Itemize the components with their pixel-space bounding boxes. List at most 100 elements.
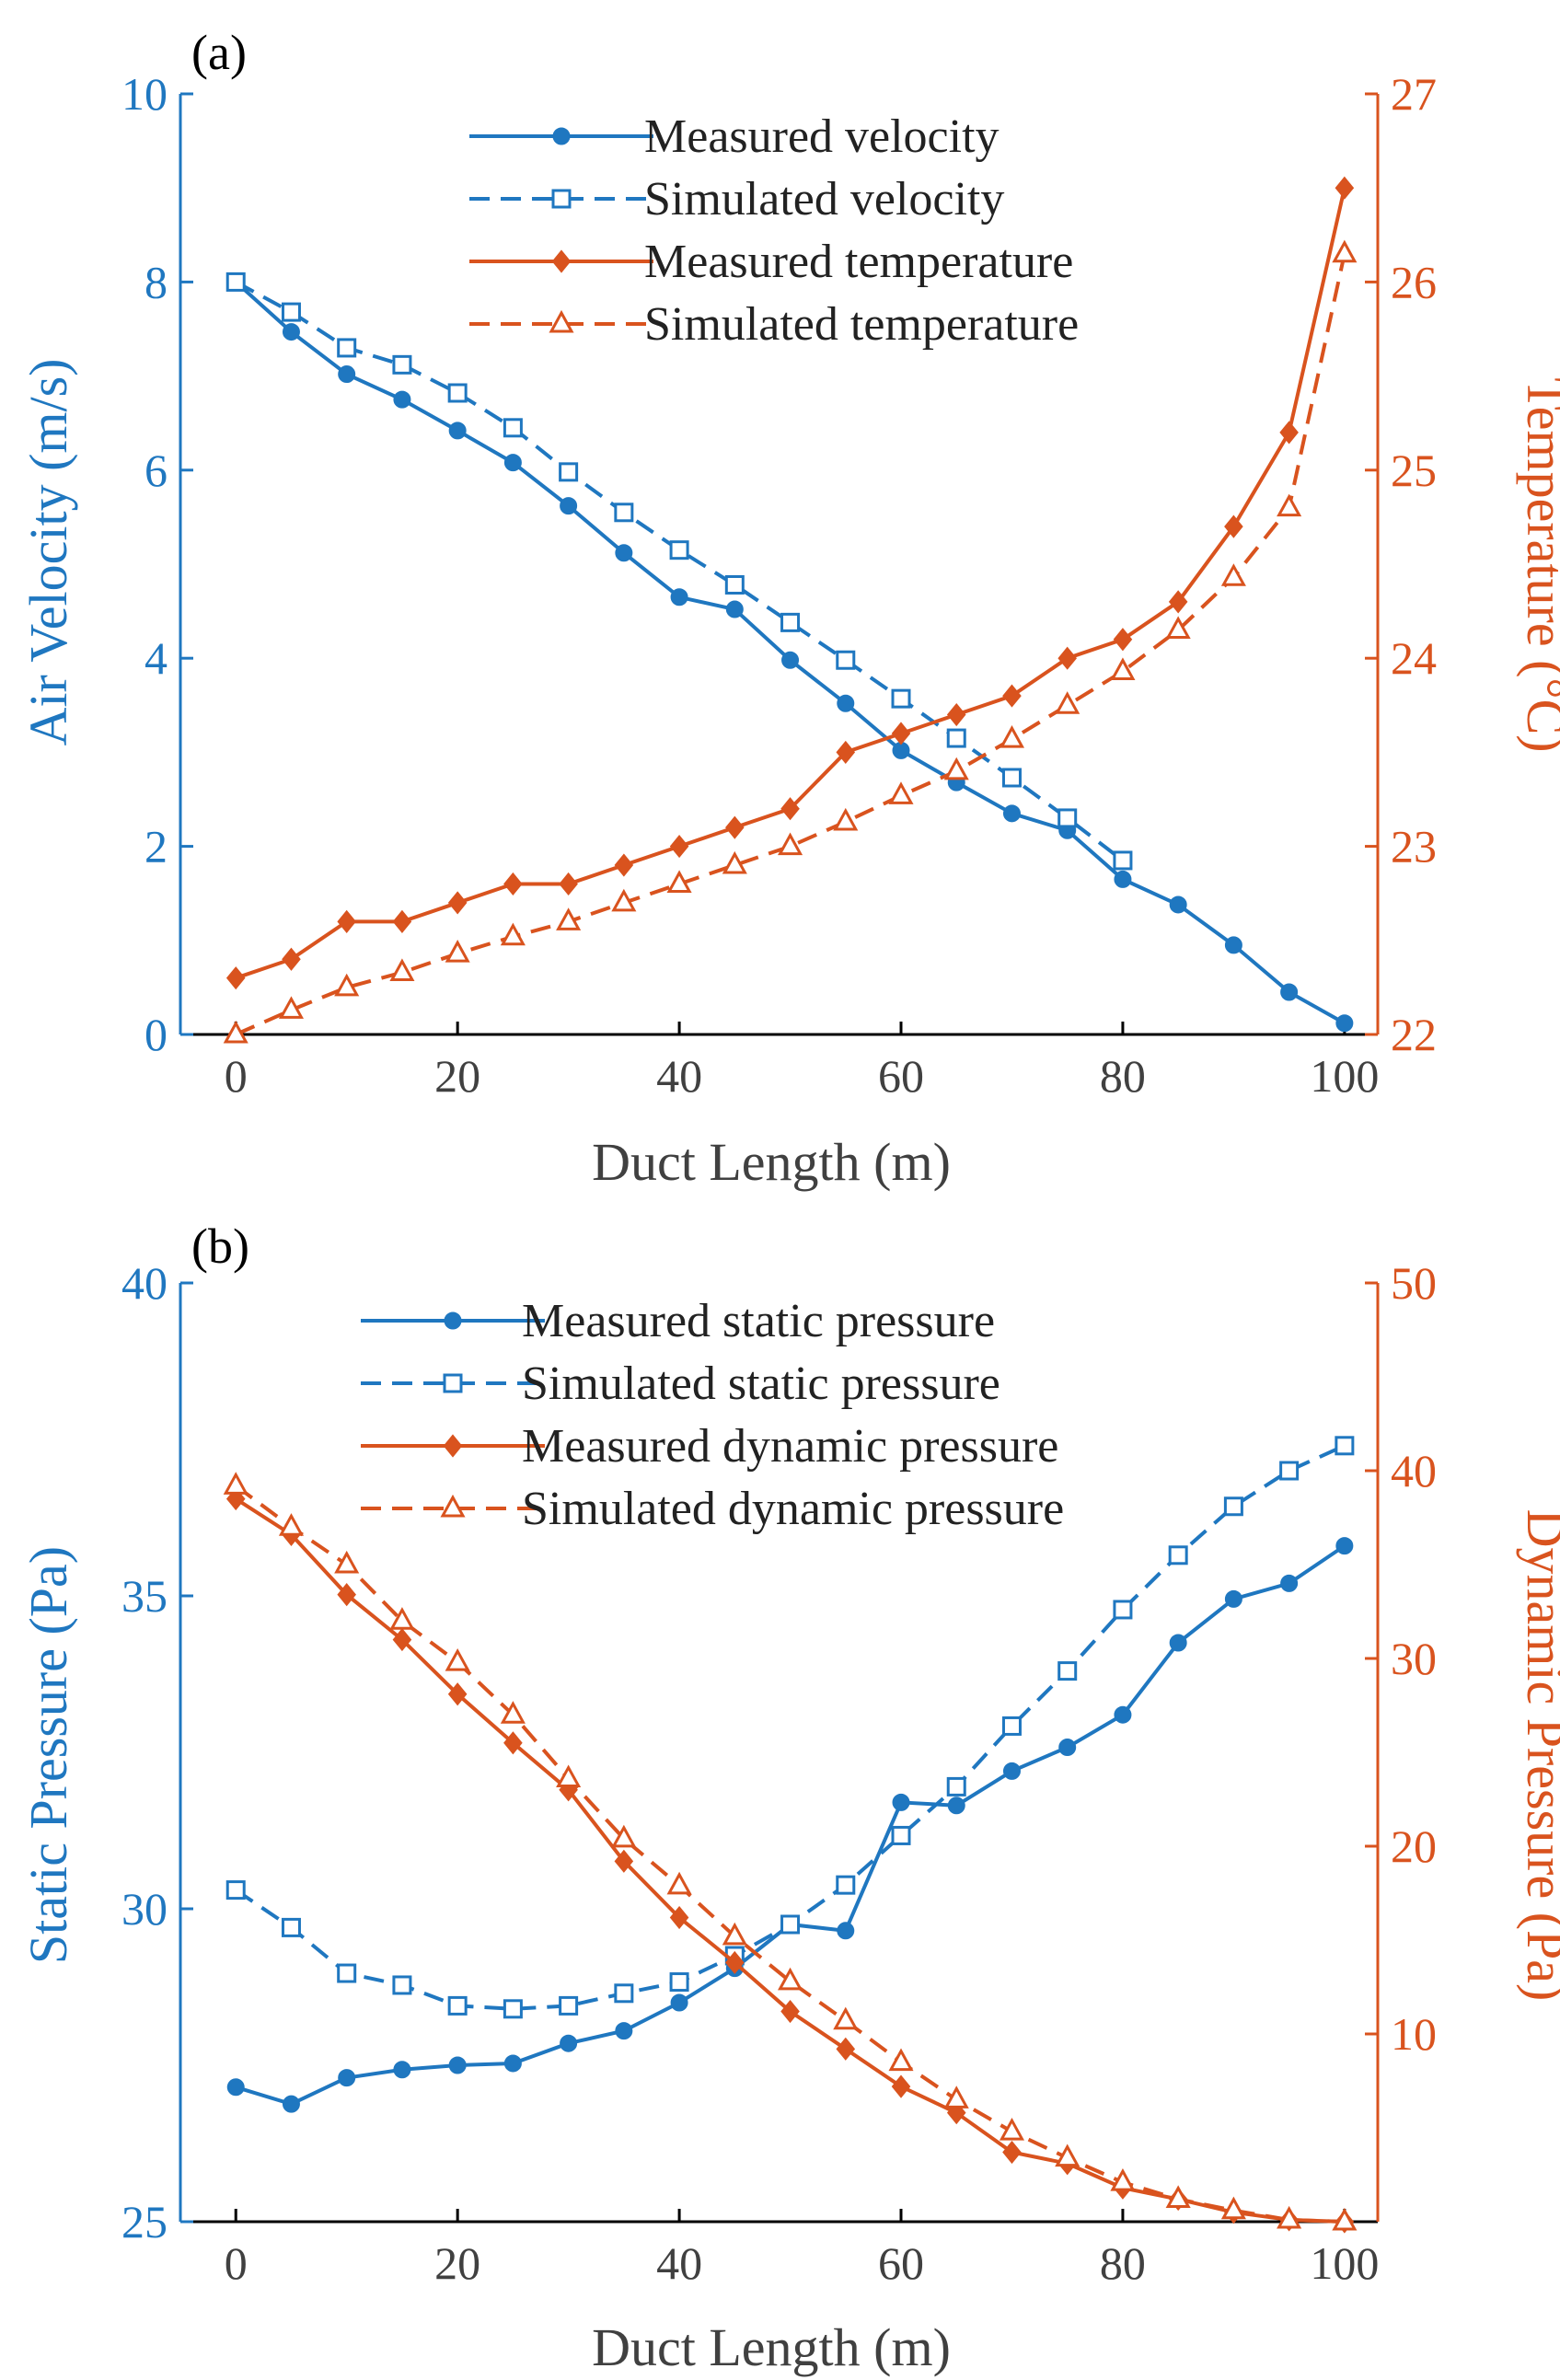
data-point <box>282 2095 300 2113</box>
data-point <box>780 1914 801 1935</box>
data-point <box>669 540 689 560</box>
y-right-tick-label: 40 <box>1391 1445 1437 1496</box>
data-point <box>445 939 470 963</box>
data-point <box>393 390 411 409</box>
data-point <box>281 302 301 322</box>
data-point <box>669 1905 689 1930</box>
legend-marker <box>444 1311 462 1330</box>
data-point <box>1332 239 1358 263</box>
series-line-simulated-velocity <box>235 280 1125 862</box>
data-point <box>448 2056 467 2074</box>
data-point <box>780 1999 800 2024</box>
data-point <box>1224 936 1242 954</box>
data-point <box>223 1020 248 1044</box>
data-point <box>946 702 966 727</box>
data-point <box>503 2054 522 2073</box>
panel-b-legend: Measured static pressure Simulated static… <box>361 1295 1064 1535</box>
data-point <box>1110 2168 1136 2191</box>
data-point <box>281 1917 301 1937</box>
legend-marker <box>443 1434 463 1458</box>
data-point <box>891 688 911 709</box>
data-point <box>1057 1661 1078 1681</box>
y-right-tick-label: 25 <box>1391 445 1437 496</box>
x-tick-label: 60 <box>878 1050 924 1102</box>
data-point <box>670 1993 688 2012</box>
data-point <box>725 600 744 618</box>
x-tick-label: 60 <box>878 2237 924 2289</box>
y-right-tick-label: 10 <box>1391 2008 1437 2060</box>
data-point <box>1168 590 1188 614</box>
data-point <box>670 588 688 607</box>
data-point <box>503 1999 523 2019</box>
data-point <box>837 1922 855 1940</box>
data-point <box>556 907 582 930</box>
data-point <box>666 1871 692 1895</box>
x-tick-label: 80 <box>1100 2237 1146 2289</box>
x-tick-label: 0 <box>225 1050 248 1102</box>
data-point <box>615 2022 633 2040</box>
data-point <box>666 870 692 893</box>
x-tick-label: 100 <box>1310 1050 1379 1102</box>
panel-a-xlabel: Duct Length (m) <box>592 1132 951 1192</box>
data-point <box>337 1963 357 1983</box>
data-point <box>392 1628 412 1652</box>
panel-b-ylabel-right: Dynamic Pressure (Pa) <box>1516 1509 1560 2002</box>
y-left-tick-label: 25 <box>121 2196 168 2247</box>
data-point <box>611 888 637 912</box>
data-point <box>1223 1496 1243 1517</box>
data-point <box>1002 684 1022 708</box>
x-tick-label: 100 <box>1310 2237 1379 2289</box>
legend-marker <box>549 309 574 333</box>
panel-a-legend: Measured velocity Simulated velocity Measu… <box>469 110 1079 351</box>
data-point <box>1277 2205 1302 2229</box>
x-tick-label: 80 <box>1100 1050 1146 1102</box>
data-point <box>1169 1634 1187 1652</box>
data-point <box>1279 421 1299 445</box>
series-line-simulated-dynamic-pressure <box>235 1484 1345 2224</box>
legend-label: Simulated dynamic pressure <box>522 1483 1064 1535</box>
data-point <box>1114 870 1132 888</box>
data-point <box>836 1875 856 1895</box>
panel-b-series <box>223 1436 1358 2234</box>
data-point <box>560 2034 578 2052</box>
data-point <box>1113 628 1133 652</box>
data-point <box>1280 983 1299 1001</box>
data-point <box>447 383 468 403</box>
data-point <box>448 422 467 440</box>
y-right-tick-label: 22 <box>1391 1009 1437 1060</box>
data-point <box>559 462 579 482</box>
data-point <box>389 958 415 982</box>
y-left-tick-label: 4 <box>144 632 168 684</box>
data-point <box>334 1550 360 1574</box>
y-right-tick-label: 30 <box>1391 1633 1437 1684</box>
data-point <box>836 650 856 670</box>
x-tick-label: 0 <box>225 2237 248 2289</box>
data-point <box>1057 808 1078 828</box>
data-point <box>837 694 855 712</box>
data-point <box>614 1849 634 1873</box>
x-tick-label: 20 <box>434 2237 480 2289</box>
data-point <box>223 1472 248 1495</box>
data-point <box>559 1995 579 2016</box>
data-point <box>226 2078 245 2097</box>
data-point <box>1335 1014 1354 1033</box>
data-point <box>278 996 304 1019</box>
y-right-tick-label: 20 <box>1391 1820 1437 1872</box>
data-point <box>1224 514 1243 538</box>
data-point <box>836 740 856 764</box>
data-point <box>1277 493 1302 517</box>
data-point <box>447 1995 468 2016</box>
data-point <box>1165 2185 1191 2209</box>
data-point <box>1279 1461 1300 1481</box>
data-point <box>1001 1716 1022 1736</box>
y-right-tick-label: 27 <box>1391 68 1437 120</box>
data-point <box>1110 657 1136 681</box>
data-point <box>1002 1762 1021 1780</box>
data-point <box>500 1701 526 1724</box>
data-point <box>615 544 633 562</box>
panel-b-axes: 0 20 40 60 80 100 25 30 35 40 10 20 30 40 50 <box>121 1257 1437 2289</box>
legend-label: Simulated static pressure <box>522 1358 1000 1410</box>
data-point <box>500 922 526 946</box>
x-tick-label: 20 <box>434 1050 480 1102</box>
